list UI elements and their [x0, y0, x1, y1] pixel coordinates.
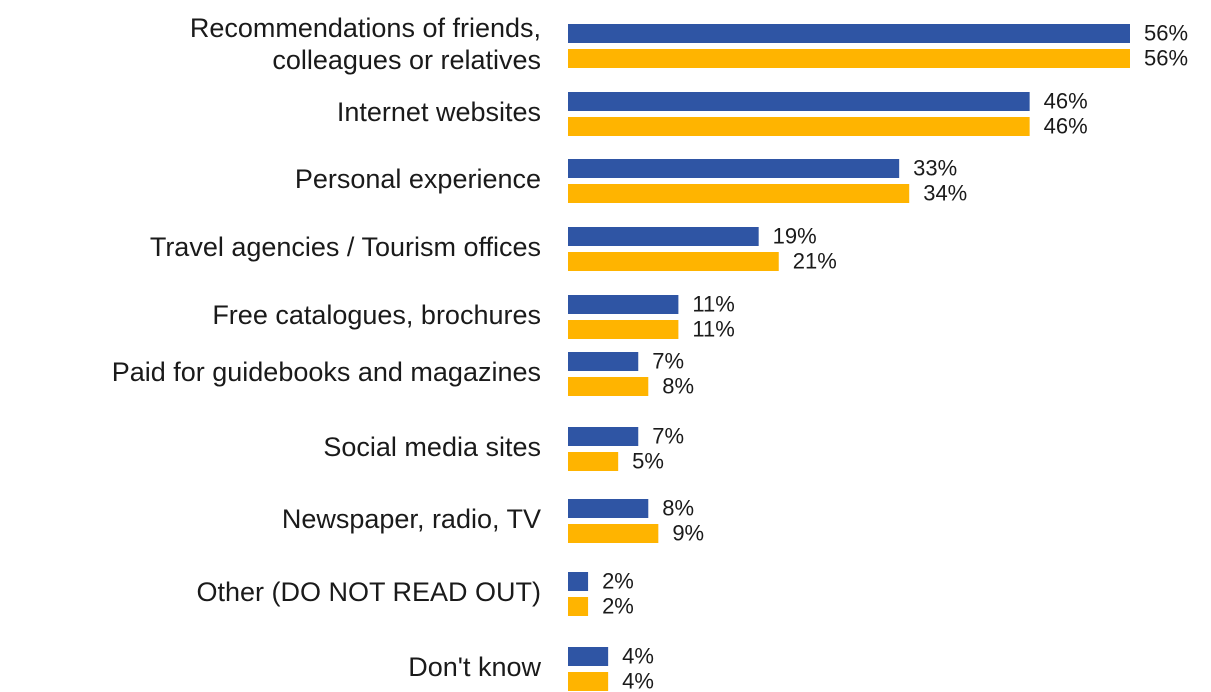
data-label: 21%: [793, 248, 837, 273]
bar-series-2: [568, 320, 679, 339]
category-label-line: Travel agencies / Tourism offices: [150, 232, 541, 262]
bar-series-2: [568, 252, 779, 271]
data-label: 5%: [632, 448, 664, 473]
bar-series-1: [568, 295, 679, 314]
data-label: 8%: [662, 495, 694, 520]
category-label: Recommendations of friends, colleagues or…: [190, 13, 541, 75]
category-label: Internet websites: [337, 97, 541, 127]
data-label: 56%: [1144, 20, 1188, 45]
bar-series-2: [568, 184, 910, 203]
data-label: 7%: [652, 348, 684, 373]
bar-series-2: [568, 117, 1030, 136]
category-label: Social media sites: [323, 432, 541, 462]
bar-series-1: [568, 24, 1130, 43]
data-label: 4%: [622, 668, 654, 692]
bar-series-1: [568, 352, 639, 371]
category-label: Free catalogues, brochures: [212, 300, 541, 330]
data-label: 11%: [692, 291, 734, 316]
bar-series-1: [568, 499, 649, 518]
category-label: Don't know: [408, 652, 541, 682]
bar-series-2: [568, 597, 589, 616]
category-label-line: Newspaper, radio, TV: [282, 504, 541, 534]
data-label: 46%: [1044, 88, 1088, 113]
bar-series-2: [568, 377, 649, 396]
category-label-line: Internet websites: [337, 97, 541, 127]
bar-series-2: [568, 672, 609, 691]
category-label-line: Recommendations of friends,: [190, 13, 541, 43]
category-label-line: Don't know: [408, 652, 541, 682]
category-label-line: Personal experience: [295, 164, 541, 194]
data-label: 9%: [672, 520, 704, 545]
category-label-line: colleagues or relatives: [272, 45, 541, 75]
data-label: 33%: [913, 155, 957, 180]
data-label: 2%: [602, 593, 634, 618]
category-label-line: Free catalogues, brochures: [212, 300, 541, 330]
bar-series-1: [568, 647, 609, 666]
bar-series-1: [568, 159, 900, 178]
bar-series-1: [568, 227, 759, 246]
category-label: Other (DO NOT READ OUT): [196, 577, 541, 607]
data-label: 11%: [692, 316, 734, 341]
data-label: 19%: [773, 223, 817, 248]
category-label-line: Paid for guidebooks and magazines: [112, 357, 541, 387]
bar-series-1: [568, 572, 589, 591]
bar-series-1: [568, 92, 1030, 111]
category-label-line: Social media sites: [323, 432, 541, 462]
data-label: 2%: [602, 568, 634, 593]
category-label: Personal experience: [295, 164, 541, 194]
data-label: 4%: [622, 643, 654, 668]
bar-series-2: [568, 49, 1130, 68]
bar-series-2: [568, 524, 659, 543]
bar-series-2: [568, 452, 619, 471]
data-label: 7%: [652, 423, 684, 448]
category-label: Newspaper, radio, TV: [282, 504, 541, 534]
category-label: Paid for guidebooks and magazines: [112, 357, 541, 387]
data-label: 46%: [1044, 113, 1088, 138]
data-label: 8%: [662, 373, 694, 398]
data-label: 34%: [923, 180, 967, 205]
category-label: Travel agencies / Tourism offices: [150, 232, 541, 262]
bar-series-1: [568, 427, 639, 446]
category-label-line: Other (DO NOT READ OUT): [196, 577, 541, 607]
data-label: 56%: [1144, 45, 1188, 70]
